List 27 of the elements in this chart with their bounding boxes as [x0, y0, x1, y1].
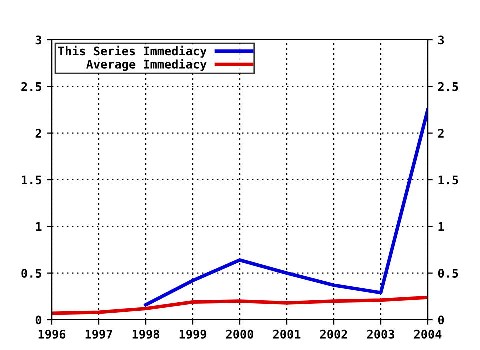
x-tick-label: 1998	[132, 330, 160, 339]
x-tick-label: 2002	[320, 330, 348, 339]
y-tick-label: 2.5	[22, 82, 42, 92]
x-tick-label: 1996	[38, 330, 66, 339]
y2-tick-label: 2.5	[438, 82, 458, 92]
x-tick-label: 2003	[367, 330, 394, 339]
y2-tick-label: 2	[438, 129, 444, 138]
x-tick-label: 2004	[414, 330, 442, 339]
line-series	[52, 296, 428, 316]
y-tick-label: 2	[36, 129, 42, 138]
y2-tick-label: 0.5	[438, 269, 458, 278]
x-tick-label: 1997	[86, 330, 112, 339]
legend-label: Average Immediacy	[86, 59, 207, 72]
x-tick-label: 1999	[180, 330, 206, 339]
x-tick-label: 2001	[273, 330, 301, 339]
y-tick-label: 1	[36, 222, 42, 232]
x-tick-label: 2000	[226, 330, 254, 339]
y-tick-label: 0	[36, 316, 42, 325]
line-series	[144, 108, 428, 307]
y-tick-label: 1.5	[22, 176, 42, 185]
y2-tick-label: 1	[438, 222, 444, 232]
y-tick-label: 3	[36, 36, 42, 45]
y-tick-label: 0.5	[22, 269, 42, 278]
y2-tick-label: 0	[438, 316, 444, 325]
y2-tick-label: 1.5	[438, 176, 458, 185]
y2-tick-label: 3	[438, 36, 444, 45]
legend-label: This Series Immediacy	[58, 46, 207, 58]
